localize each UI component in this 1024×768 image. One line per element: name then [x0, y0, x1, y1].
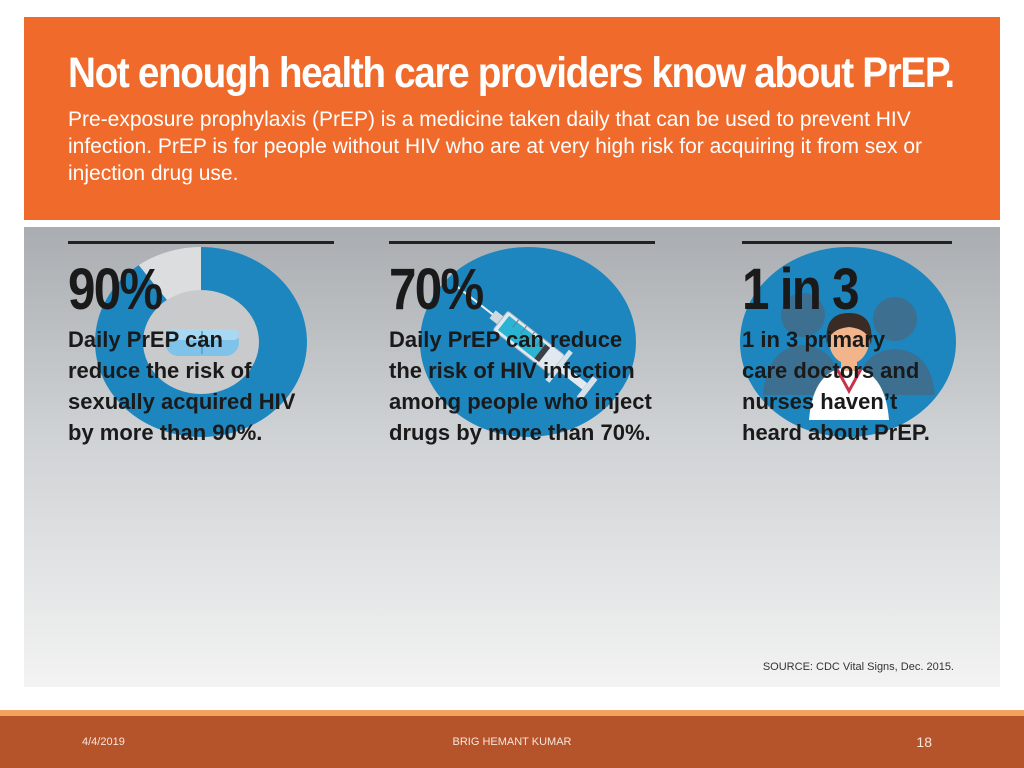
- infographic: Not enough health care providers know ab…: [24, 17, 1000, 687]
- source-note: SOURCE: CDC Vital Signs, Dec. 2015.: [762, 661, 954, 673]
- stat-2-number: 70%: [389, 257, 484, 322]
- stat-3-text: 1 in 3 primary care doctors and nurses h…: [742, 327, 930, 445]
- footer-divider: [0, 710, 1024, 716]
- stat-1-text: Daily PrEP can reduce the risk of sexual…: [68, 327, 296, 445]
- stat-1-rule: [68, 241, 334, 244]
- stat-3: 1 in 3 1 in 3 primary care doctors and n…: [742, 241, 1012, 448]
- stat-1-number: 90%: [68, 257, 163, 322]
- pill-donut-icon: [95, 247, 307, 438]
- header-banner: Not enough health care providers know ab…: [24, 17, 1000, 220]
- stat-2-text: Daily PrEP can reduce the risk of HIV in…: [389, 327, 652, 445]
- stat-3-number: 1 in 3: [742, 257, 860, 322]
- pill-icon: [165, 329, 239, 356]
- footer-author: BRIG HEMANT KUMAR: [452, 736, 572, 748]
- slide-footer: 4/4/2019 BRIG HEMANT KUMAR 18: [0, 716, 1024, 768]
- infographic-title: Not enough health care providers know ab…: [68, 49, 955, 97]
- stat-2: 70% Daily PrEP can reduce the risk of HI…: [389, 241, 659, 448]
- doctors-icon: [740, 247, 956, 437]
- infographic-subtitle: Pre-exposure prophylaxis (PrEP) is a med…: [68, 108, 922, 185]
- footer-date: 4/4/2019: [82, 736, 125, 748]
- syringe-icon: [420, 247, 636, 437]
- stat-1: 90% Daily PrEP can reduce the risk of se…: [68, 241, 338, 448]
- stat-3-rule: [742, 241, 952, 244]
- stat-2-rule: [389, 241, 655, 244]
- footer-page-number: 18: [916, 734, 932, 750]
